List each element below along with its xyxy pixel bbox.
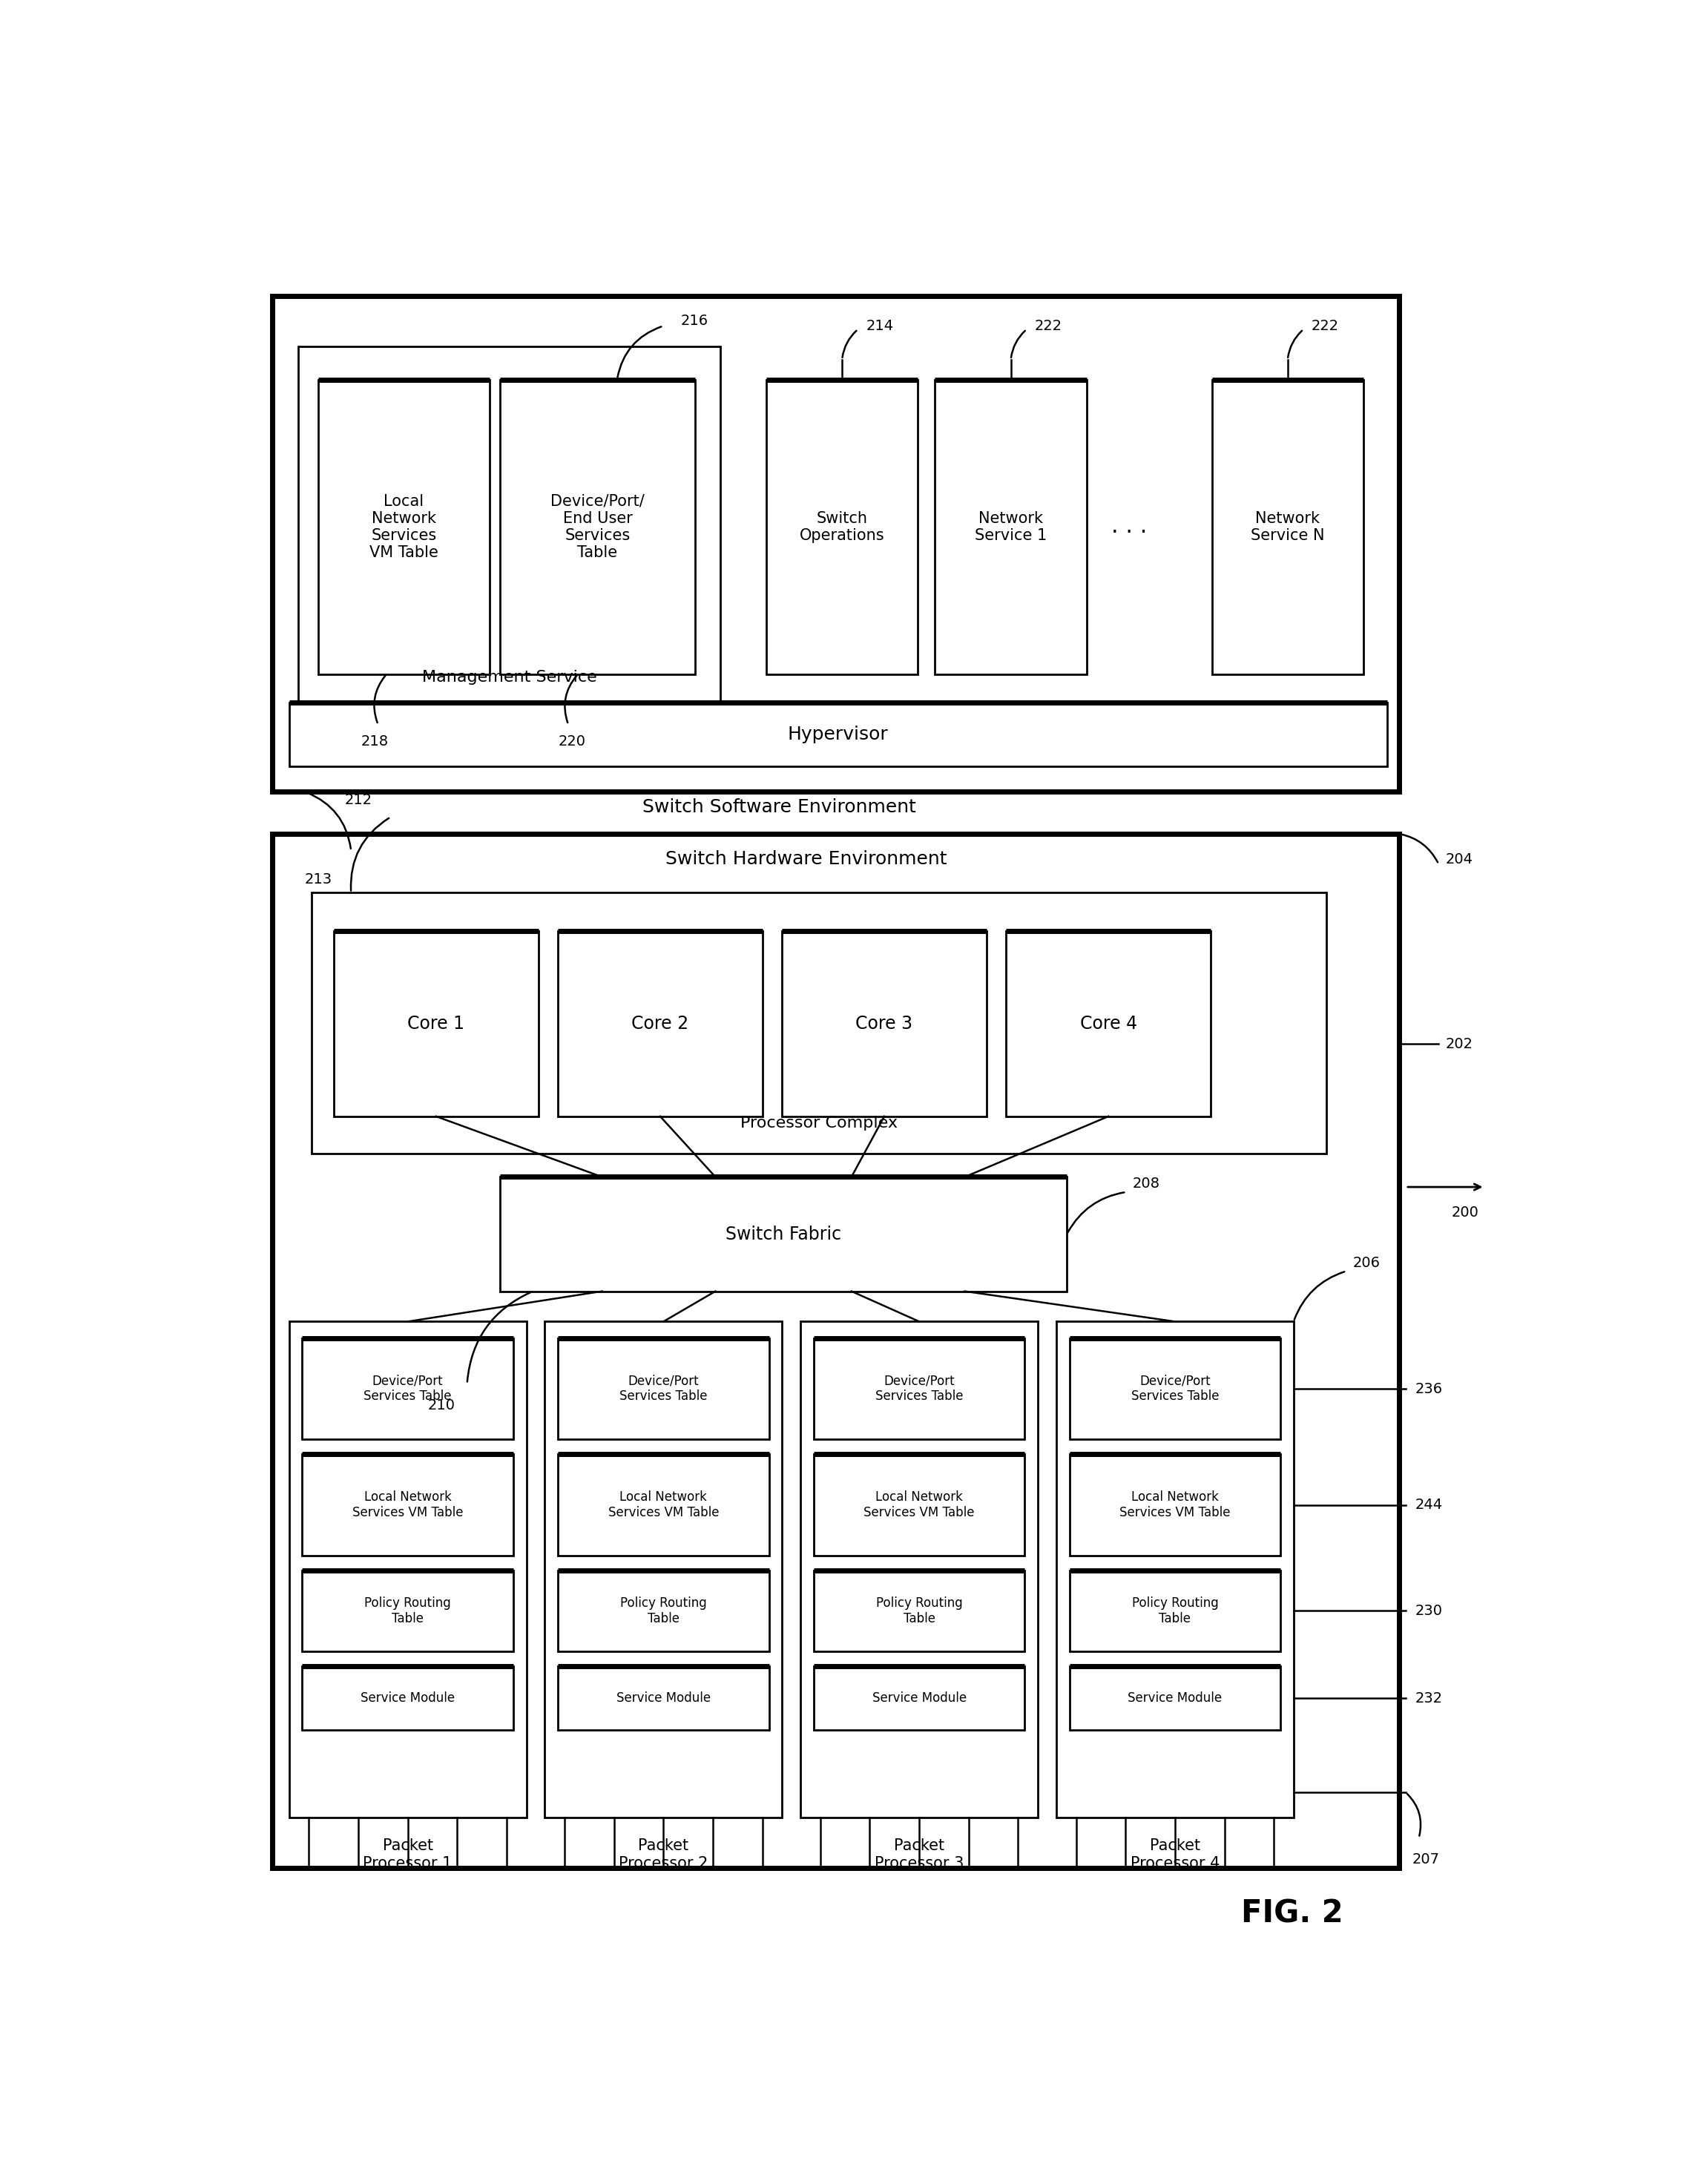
- Bar: [558, 1666, 769, 1730]
- Text: Packet
Processor 4: Packet Processor 4: [1131, 1839, 1220, 1872]
- Text: Local Network
Services VM Table: Local Network Services VM Table: [607, 1489, 720, 1520]
- Bar: [500, 380, 696, 675]
- Bar: [298, 347, 720, 708]
- Text: 210: 210: [427, 1398, 454, 1413]
- Bar: [813, 1666, 1024, 1730]
- Text: Local Network
Services VM Table: Local Network Services VM Table: [1119, 1489, 1230, 1520]
- Text: . . .: . . .: [1111, 515, 1146, 537]
- Text: 200: 200: [1453, 1206, 1480, 1219]
- Bar: [1211, 380, 1364, 675]
- Text: Device/Port
Services Table: Device/Port Services Table: [619, 1374, 708, 1402]
- Bar: [289, 1321, 526, 1817]
- Text: Service Module: Service Module: [1128, 1693, 1221, 1706]
- Text: Service Module: Service Module: [616, 1693, 711, 1706]
- Text: Device/Port
Services Table: Device/Port Services Table: [364, 1374, 452, 1402]
- Text: Core 1: Core 1: [408, 1016, 464, 1033]
- Text: 244: 244: [1415, 1498, 1442, 1511]
- Text: Switch Software Environment: Switch Software Environment: [643, 797, 917, 817]
- Text: 220: 220: [558, 734, 585, 749]
- Text: Local
Network
Services
VM Table: Local Network Services VM Table: [369, 494, 439, 559]
- Text: 236: 236: [1415, 1382, 1442, 1396]
- Text: Policy Routing
Table: Policy Routing Table: [1131, 1597, 1218, 1625]
- Text: 208: 208: [1133, 1177, 1160, 1190]
- Bar: [1070, 1570, 1281, 1651]
- Text: 212: 212: [344, 793, 373, 808]
- Bar: [813, 1455, 1024, 1555]
- Bar: [936, 380, 1087, 675]
- Text: Policy Routing
Table: Policy Routing Table: [621, 1597, 708, 1625]
- Text: 206: 206: [1352, 1256, 1381, 1269]
- Bar: [1070, 1455, 1281, 1555]
- Text: Packet
Processor 3: Packet Processor 3: [874, 1839, 964, 1872]
- Text: Network
Service N: Network Service N: [1250, 511, 1325, 544]
- Text: Local Network
Services VM Table: Local Network Services VM Table: [352, 1489, 463, 1520]
- Bar: [558, 1455, 769, 1555]
- Bar: [303, 1455, 514, 1555]
- Bar: [558, 1339, 769, 1439]
- Bar: [333, 930, 538, 1116]
- Text: Switch Fabric: Switch Fabric: [726, 1225, 842, 1243]
- Text: 216: 216: [680, 314, 708, 328]
- Bar: [272, 834, 1400, 1867]
- Text: Core 4: Core 4: [1080, 1016, 1136, 1033]
- Text: Switch
Operations: Switch Operations: [799, 511, 885, 544]
- Text: Switch Hardware Environment: Switch Hardware Environment: [665, 850, 947, 867]
- Bar: [801, 1321, 1038, 1817]
- Text: Service Module: Service Module: [361, 1693, 454, 1706]
- Text: 214: 214: [866, 319, 893, 332]
- Bar: [303, 1570, 514, 1651]
- Bar: [813, 1570, 1024, 1651]
- Bar: [558, 1570, 769, 1651]
- Bar: [813, 1339, 1024, 1439]
- Text: Processor Complex: Processor Complex: [740, 1116, 898, 1131]
- Text: Device/Port/
End User
Services
Table: Device/Port/ End User Services Table: [551, 494, 645, 559]
- Text: Hypervisor: Hypervisor: [788, 725, 888, 743]
- Bar: [1070, 1339, 1281, 1439]
- Text: Core 2: Core 2: [631, 1016, 689, 1033]
- Bar: [272, 295, 1400, 793]
- Text: Device/Port
Services Table: Device/Port Services Table: [1131, 1374, 1220, 1402]
- Text: 204: 204: [1446, 852, 1473, 867]
- Text: 218: 218: [361, 734, 388, 749]
- Text: Network
Service 1: Network Service 1: [975, 511, 1046, 544]
- Text: Packet
Processor 1: Packet Processor 1: [362, 1839, 452, 1872]
- Text: Policy Routing
Table: Policy Routing Table: [364, 1597, 451, 1625]
- Text: Local Network
Services VM Table: Local Network Services VM Table: [864, 1489, 975, 1520]
- Text: FIG. 2: FIG. 2: [1242, 1898, 1344, 1928]
- Bar: [1007, 930, 1211, 1116]
- Bar: [1070, 1666, 1281, 1730]
- Text: 232: 232: [1415, 1690, 1442, 1706]
- Text: Management Service: Management Service: [422, 670, 597, 686]
- Bar: [782, 930, 987, 1116]
- Bar: [1056, 1321, 1294, 1817]
- Bar: [303, 1666, 514, 1730]
- Text: Packet
Processor 2: Packet Processor 2: [619, 1839, 708, 1872]
- Text: 213: 213: [304, 871, 332, 887]
- Bar: [767, 380, 919, 675]
- Text: Policy Routing
Table: Policy Routing Table: [876, 1597, 963, 1625]
- Bar: [544, 1321, 782, 1817]
- Text: Service Module: Service Module: [873, 1693, 966, 1706]
- Text: 202: 202: [1446, 1037, 1473, 1051]
- Bar: [303, 1339, 514, 1439]
- Bar: [289, 703, 1388, 767]
- Text: 222: 222: [1034, 319, 1061, 332]
- Text: 207: 207: [1412, 1852, 1439, 1867]
- Bar: [311, 893, 1327, 1153]
- Text: 222: 222: [1311, 319, 1339, 332]
- Text: 230: 230: [1415, 1603, 1442, 1618]
- Bar: [500, 1177, 1067, 1291]
- Bar: [318, 380, 490, 675]
- Bar: [558, 930, 762, 1116]
- Text: Device/Port
Services Table: Device/Port Services Table: [876, 1374, 963, 1402]
- Text: Core 3: Core 3: [856, 1016, 913, 1033]
